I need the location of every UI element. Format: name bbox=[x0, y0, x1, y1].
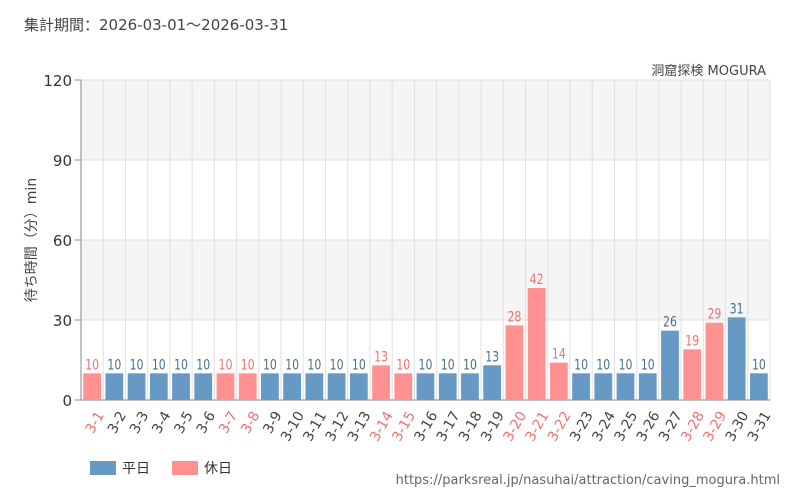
bar bbox=[461, 373, 479, 400]
bar bbox=[616, 373, 635, 400]
x-tick-label: 3-5 bbox=[171, 409, 196, 437]
data-label: 10 bbox=[330, 356, 344, 373]
data-label: 42 bbox=[530, 271, 544, 288]
bar bbox=[238, 373, 257, 400]
data-label: 13 bbox=[374, 348, 388, 365]
legend-swatch-holiday bbox=[172, 461, 198, 475]
period-title: 集計期間：2026-03-01～2026-03-31 bbox=[24, 16, 289, 34]
data-label: 10 bbox=[263, 356, 277, 373]
bar bbox=[727, 317, 746, 400]
data-label: 10 bbox=[596, 356, 610, 373]
bar bbox=[683, 349, 702, 400]
bar bbox=[749, 373, 768, 400]
bar bbox=[261, 373, 279, 400]
bar bbox=[372, 365, 390, 400]
y-tick-label: 30 bbox=[53, 312, 72, 330]
bar bbox=[483, 365, 502, 400]
legend-label-holiday: 休日 bbox=[204, 461, 232, 477]
data-label: 26 bbox=[663, 313, 677, 330]
data-label: 10 bbox=[574, 356, 588, 373]
legend-item-holiday[interactable]: 休日 bbox=[172, 458, 232, 478]
data-label: 10 bbox=[419, 356, 433, 373]
data-label: 14 bbox=[552, 345, 566, 362]
data-label: 10 bbox=[107, 356, 121, 373]
data-label: 10 bbox=[285, 356, 299, 373]
data-label: 10 bbox=[152, 356, 166, 373]
bar bbox=[527, 288, 546, 400]
data-label: 19 bbox=[685, 332, 699, 349]
bar bbox=[505, 325, 524, 400]
bar bbox=[327, 373, 346, 400]
bar bbox=[216, 373, 235, 400]
data-label: 10 bbox=[441, 356, 455, 373]
x-tick-label: 3-1 bbox=[83, 409, 108, 437]
bar bbox=[83, 373, 102, 400]
y-tick-label: 60 bbox=[53, 232, 72, 250]
data-label: 31 bbox=[730, 300, 744, 317]
bar bbox=[438, 373, 457, 400]
data-label: 13 bbox=[485, 348, 499, 365]
bar bbox=[394, 373, 413, 400]
y-tick-label: 90 bbox=[53, 152, 72, 170]
x-tick-label: 3-2 bbox=[105, 409, 130, 437]
legend-label-weekday: 平日 bbox=[122, 461, 150, 477]
bar bbox=[305, 373, 324, 400]
bar bbox=[149, 373, 168, 400]
x-tick-label: 3-3 bbox=[127, 409, 152, 437]
data-label: 10 bbox=[463, 356, 477, 373]
data-label: 10 bbox=[85, 356, 99, 373]
legend-swatch-weekday bbox=[90, 461, 116, 475]
x-tick-label: 3-31 bbox=[745, 409, 775, 445]
bar bbox=[638, 373, 657, 400]
bar bbox=[594, 373, 613, 400]
bar bbox=[661, 330, 679, 400]
data-label: 10 bbox=[241, 356, 255, 373]
bar bbox=[127, 373, 146, 400]
data-label: 10 bbox=[219, 356, 233, 373]
data-label: 10 bbox=[641, 356, 655, 373]
x-tick-label: 3-6 bbox=[194, 409, 219, 437]
x-tick-label: 3-8 bbox=[238, 409, 263, 437]
data-label: 28 bbox=[507, 308, 521, 325]
plot-band bbox=[81, 240, 770, 320]
y-tick-label: 0 bbox=[62, 392, 72, 410]
x-tick-label: 3-7 bbox=[216, 409, 241, 437]
bar bbox=[172, 373, 190, 400]
data-label: 10 bbox=[619, 356, 633, 373]
y-tick-label: 120 bbox=[43, 72, 72, 90]
data-label: 10 bbox=[396, 356, 410, 373]
data-label: 10 bbox=[752, 356, 766, 373]
data-label: 10 bbox=[174, 356, 188, 373]
bar bbox=[283, 373, 302, 400]
bar bbox=[105, 373, 124, 400]
bar bbox=[194, 373, 213, 400]
bar bbox=[705, 322, 724, 400]
data-label: 10 bbox=[196, 356, 210, 373]
bar bbox=[572, 373, 590, 400]
bar bbox=[349, 373, 368, 400]
attraction-name: 洞窟探検 MOGURA bbox=[651, 64, 766, 79]
x-tick-label: 3-4 bbox=[149, 409, 174, 437]
source-url[interactable]: https://parksreal.jp/nasuhai/attraction/… bbox=[395, 473, 780, 488]
y-axis-label: 待ち時間（分）min bbox=[24, 178, 40, 302]
legend: 平日 休日 bbox=[90, 458, 254, 478]
bar bbox=[416, 373, 435, 400]
plot-band bbox=[81, 80, 770, 160]
data-label: 10 bbox=[352, 356, 366, 373]
data-label: 29 bbox=[707, 305, 721, 322]
bar bbox=[549, 362, 568, 400]
data-label: 10 bbox=[130, 356, 144, 373]
legend-item-weekday[interactable]: 平日 bbox=[90, 458, 150, 478]
data-label: 10 bbox=[307, 356, 321, 373]
